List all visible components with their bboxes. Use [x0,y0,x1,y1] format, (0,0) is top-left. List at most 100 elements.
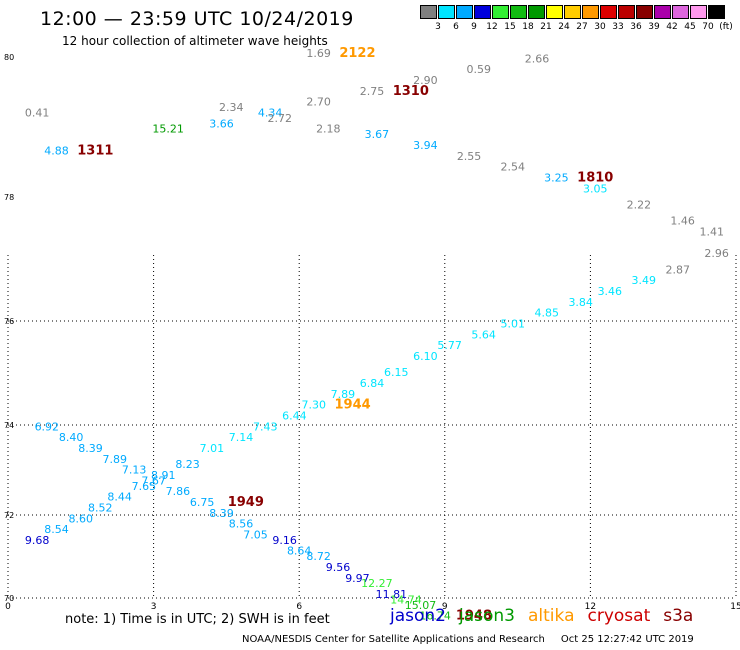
colorbar-label: 15 [504,22,516,32]
colorbar-label: 39 [648,22,660,32]
colorbar-swatch [636,5,653,19]
colorbar-swatch [618,5,635,19]
wave-height-value: 9.16 [272,534,297,547]
legend-s3a: s3a [663,606,694,626]
y-tick-label: 76 [4,317,14,326]
legend-altika: altika [528,606,575,626]
footnote: note: 1) Time is in UTC; 2) SWH is in fe… [65,612,330,627]
wave-height-value: 6.10 [413,350,438,363]
wave-height-value: 3.84 [568,296,593,309]
wave-height-value: 1.69 [306,47,331,60]
wave-height-value: 7.43 [253,420,278,433]
wave-height-value: 8.91 [151,469,176,482]
wave-height-value: 4.34 [258,107,283,120]
wave-height-value: 7.67 [141,474,166,487]
wave-height-value: 7.13 [122,464,147,477]
wave-height-value: 8.56 [229,518,254,531]
pass-time-label: 1810 [577,170,613,185]
page-title: 12:00 — 23:59 UTC 10/24/2019 [40,8,354,30]
colorbar-swatch [528,5,545,19]
wave-height-value: 2.66 [525,52,550,65]
wave-height-value: 4.85 [534,307,559,320]
x-tick-label: 0 [5,602,11,612]
wave-height-value: 8.23 [175,458,200,471]
wave-height-value: 3.67 [365,128,390,141]
y-tick-label: 74 [4,421,14,430]
x-tick-label: 12 [585,602,596,612]
wave-height-value: 3.66 [209,117,234,130]
wave-height-value: 2.70 [306,96,331,109]
colorbar-swatch [690,5,707,19]
colorbar-label: 27 [576,22,588,32]
colorbar-swatch [582,5,599,19]
y-tick-label: 80 [4,53,14,62]
wave-height-value: 3.25 [544,171,569,184]
legend-cryosat: cryosat [587,606,651,626]
wave-height-value: 2.34 [219,101,244,114]
colorbar-swatch [600,5,617,19]
pass-time-label: 1311 [77,143,113,158]
colorbar-label: 45 [684,22,696,32]
wave-height-value: 7.89 [103,453,128,466]
wave-height-value: 2.54 [500,161,525,174]
wave-height-value: 7.30 [302,399,327,412]
axis-ticks: 0 3 6 9 12 15 80 78 76 74 72 70 [4,53,740,612]
wave-height-value: 15.07 [405,599,437,612]
wave-height-value: 8.39 [78,442,103,455]
wave-height-value: 2.96 [704,247,729,260]
pass-time-label: 1949 [228,495,264,510]
colorbar-label: 36 [630,22,642,32]
wave-height-value: 8.60 [69,512,94,525]
page-subtitle: 12 hour collection of altimeter wave hei… [62,34,328,48]
colorbar-label: 12 [486,22,498,32]
colorbar-label: 9 [471,22,477,32]
pass-time-label: 1310 [393,84,429,99]
wave-height-value: 12.27 [361,577,393,590]
colorbar-swatch [708,5,725,19]
wave-height-value: 9.68 [25,534,50,547]
agency-credit: NOAA/NESDIS Center for Satellite Applica… [242,634,545,645]
legend-jason2: jason2 [390,606,446,626]
wave-height-value: 3.46 [598,285,623,298]
x-tick-label: 3 [151,602,157,612]
colorbar-label: (ft) [719,22,733,32]
satellite-legend: jason2 jason3 altika cryosat s3a [390,606,706,626]
wave-height-value: 3.49 [632,274,657,287]
wave-height-value: 7.05 [243,528,268,541]
wave-height-labels: 1.69 2122 0.41 2.34 4.342.72 2.70 2.90 0.59 2.66… [25,46,729,624]
pass-time-label: 2122 [339,46,375,61]
x-tick-label: 9 [442,602,448,612]
wave-height-value: 6.92 [35,420,60,433]
wave-height-value: 2.55 [457,150,482,163]
colorbar-swatch [456,5,473,19]
wave-height-value: 5.01 [500,318,525,331]
colorbar-label: 18 [522,22,534,32]
wave-height-value: 5.77 [437,339,462,352]
wave-height-value: 4.88 [44,144,69,157]
wave-height-value: 3.94 [413,139,438,152]
colorbar-legend: 3 6 9 12 15 18 21 24 27 30 33 36 39 42 45 70 (ft) [420,5,733,35]
colorbar-label: 33 [612,22,624,32]
x-tick-label: 6 [296,602,302,612]
wave-height-value: 8.64 [287,545,312,558]
colorbar-label: 3 [435,22,441,32]
wave-height-value: 8.39 [209,507,234,520]
colorbar-swatch [474,5,491,19]
wave-height-value: 7.65 [132,480,157,493]
y-tick-label: 72 [4,511,14,520]
wave-height-value: 7.86 [166,485,191,498]
wave-height-value: 9.97 [345,572,370,585]
legend-jason3: jason3 [459,606,515,626]
wave-height-value: 2.18 [316,123,341,136]
pass-time-label: 1948 [456,609,492,624]
colorbar-label: 21 [540,22,552,32]
pass-time-label: 1944 [334,398,370,413]
wave-height-value: 8.54 [44,523,69,536]
colorbar-swatch [546,5,563,19]
wave-height-value: 2.75 [360,85,385,98]
wave-height-value: 6.15 [384,366,409,379]
wave-height-value: 9.56 [326,561,351,574]
colorbar-swatch [420,5,437,19]
wave-height-value: 8.52 [88,501,113,514]
wave-height-value: 2.22 [627,198,652,211]
